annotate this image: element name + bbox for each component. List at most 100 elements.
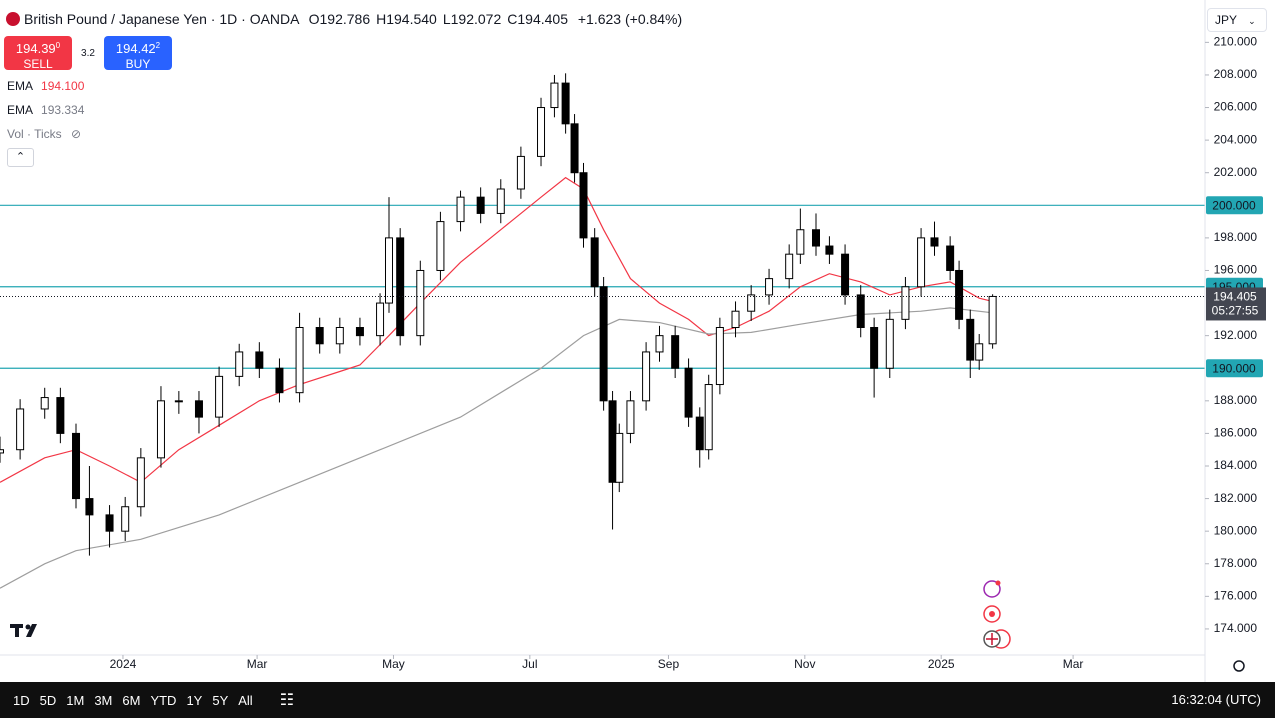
volume-label: Vol · Ticks (7, 127, 62, 141)
candle-body (56, 397, 65, 434)
candle-body (812, 229, 821, 247)
hidden-eye-icon[interactable]: ⊘ (71, 127, 82, 141)
y-tick-label: 182.000 (1214, 491, 1258, 505)
clock[interactable]: 16:32:04 (UTC) (1171, 692, 1261, 707)
candle-body (315, 327, 324, 345)
y-tick-label: 174.000 (1214, 621, 1258, 635)
range-button[interactable]: 5D (35, 693, 62, 708)
indicator-legend[interactable]: EMA 194.100 (7, 79, 84, 93)
y-tick-label: 186.000 (1214, 426, 1258, 440)
x-tick-label: Jul (522, 657, 537, 671)
y-tick-label: 208.000 (1214, 67, 1258, 81)
candle-body (335, 327, 344, 345)
candle-body (384, 237, 393, 304)
candle-body (704, 384, 713, 451)
candle-body (901, 286, 910, 320)
candle-body (684, 367, 693, 418)
candle-body (194, 400, 203, 418)
ohlc-key: L (442, 11, 451, 27)
y-tick-label: 206.000 (1214, 100, 1258, 114)
ohlc-value: 194.540 (386, 11, 437, 27)
candle-body (570, 123, 579, 174)
range-buttons: 1D 5D 1M 3M 6M YTD 1Y 5Y All (8, 693, 258, 708)
indicator-value: 194.100 (41, 79, 85, 93)
candle-body (579, 172, 588, 239)
candle-body (215, 375, 224, 418)
y-tick-label: 188.000 (1214, 393, 1258, 407)
collapse-legend-button[interactable]: ⌃ (7, 148, 34, 167)
candle-body (608, 400, 617, 483)
range-button[interactable]: 3M (89, 693, 117, 708)
ohlc-value: 192.786 (319, 11, 371, 27)
range-button[interactable]: 6M (117, 693, 145, 708)
indicator-legend[interactable]: EMA 193.334 (7, 103, 84, 117)
ohlc-value: 194.405 (517, 11, 568, 27)
change: +1.623 (+0.84%) (577, 11, 683, 27)
range-button[interactable]: 5Y (207, 693, 233, 708)
x-tick-label: Mar (1063, 657, 1084, 671)
candle-body (765, 278, 774, 296)
ohlc-value: 192.072 (450, 11, 502, 27)
candle-body (590, 237, 599, 288)
settings-icon[interactable] (1233, 660, 1245, 672)
event-icons[interactable] (983, 580, 1011, 649)
candle-body (355, 327, 364, 337)
candle-body (731, 310, 740, 329)
spread: 3.2 (81, 47, 95, 59)
y-tick-label: 210.000 (1214, 35, 1258, 49)
range-button[interactable]: All (233, 693, 257, 708)
buy-label: BUY (125, 57, 151, 71)
range-button[interactable]: YTD (145, 693, 181, 708)
candle-body (255, 351, 264, 369)
sell-price-pip: 0 (55, 41, 61, 50)
candle-body (599, 286, 608, 402)
indicator-value: 193.334 (41, 103, 85, 117)
candle-body (747, 294, 756, 312)
candle-body (715, 327, 724, 386)
volume-legend[interactable]: Vol · Ticks ⊘ (7, 127, 81, 141)
currency: JPY (1215, 13, 1237, 27)
symbol-name[interactable]: British Pound / Japanese Yen · 1D · OAND… (24, 11, 299, 27)
candle-body (516, 155, 525, 190)
level-label: 190.000 (1212, 361, 1256, 375)
candle-body (930, 237, 939, 247)
y-tick-label: 176.000 (1214, 589, 1258, 603)
ema-line (0, 176, 993, 484)
candle-body (655, 335, 664, 353)
candle-body (136, 457, 145, 508)
chart: 174.000 176.000 178.000 180.000 182.000 184.0… (0, 0, 1266, 682)
candle-body (496, 188, 505, 214)
candle-body (885, 318, 894, 369)
y-tick-label: 202.000 (1214, 165, 1258, 179)
candle-body (40, 397, 49, 410)
candle-body (235, 351, 244, 377)
currency-selector[interactable]: JPY ⌄ (1207, 8, 1267, 32)
tradingview-logo (10, 624, 37, 637)
candle-body (436, 221, 445, 271)
y-tick-label: 180.000 (1214, 523, 1258, 537)
y-tick-label: 178.000 (1214, 556, 1258, 570)
symbol-header: British Pound / Japanese Yen · 1D · OAND… (6, 11, 682, 27)
x-tick-label: Nov (794, 657, 815, 671)
candle-body (476, 196, 485, 214)
candle-body (917, 237, 926, 288)
range-button[interactable]: 1Y (181, 693, 207, 708)
candle-body (550, 82, 559, 109)
candle-body (72, 432, 81, 500)
last-price-label: 194.405 (1213, 290, 1257, 304)
candle-body (396, 237, 405, 337)
candle-body (955, 269, 964, 320)
x-tick-label: Sep (658, 657, 680, 671)
candle-body (966, 318, 975, 361)
date-range-icon[interactable]: ☷ (279, 692, 295, 709)
range-button[interactable]: 1M (61, 693, 89, 708)
candle-body (275, 367, 284, 394)
y-tick-label: 204.000 (1214, 132, 1258, 146)
level-label: 200.000 (1212, 198, 1256, 212)
sell-button[interactable]: 194.390 SELL (4, 36, 72, 71)
symbol-flag (6, 12, 20, 26)
countdown: 05:27:55 (1212, 304, 1259, 318)
sell-price: 194.39 (15, 41, 56, 56)
range-button[interactable]: 1D (8, 693, 35, 708)
buy-button[interactable]: 194.422 BUY (104, 36, 172, 71)
